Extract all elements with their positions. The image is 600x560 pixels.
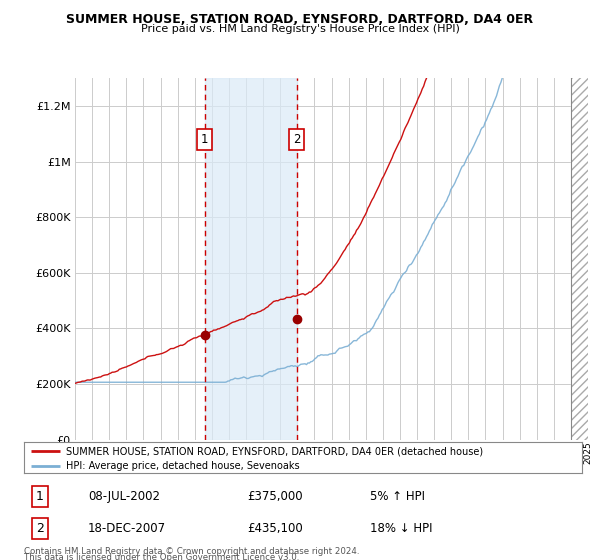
Text: 18-DEC-2007: 18-DEC-2007 [88,522,166,535]
Bar [571,78,588,440]
Text: 08-JUL-2002: 08-JUL-2002 [88,491,160,503]
Bar [205,78,296,440]
Text: This data is licensed under the Open Government Licence v3.0.: This data is licensed under the Open Gov… [24,553,299,560]
Text: HPI: Average price, detached house, Sevenoaks: HPI: Average price, detached house, Seve… [66,461,299,472]
Text: 5% ↑ HPI: 5% ↑ HPI [370,491,425,503]
Text: £375,000: £375,000 [247,491,303,503]
Text: Price paid vs. HM Land Registry's House Price Index (HPI): Price paid vs. HM Land Registry's House … [140,24,460,34]
Text: 18% ↓ HPI: 18% ↓ HPI [370,522,433,535]
Text: 2: 2 [35,522,44,535]
Text: SUMMER HOUSE, STATION ROAD, EYNSFORD, DARTFORD, DA4 0ER: SUMMER HOUSE, STATION ROAD, EYNSFORD, DA… [67,13,533,26]
Bar [571,78,588,440]
Text: Contains HM Land Registry data © Crown copyright and database right 2024.: Contains HM Land Registry data © Crown c… [24,547,359,556]
Text: £435,100: £435,100 [247,522,303,535]
Text: 2: 2 [293,133,301,146]
Text: 1: 1 [35,491,44,503]
Text: 1: 1 [201,133,208,146]
Text: SUMMER HOUSE, STATION ROAD, EYNSFORD, DARTFORD, DA4 0ER (detached house): SUMMER HOUSE, STATION ROAD, EYNSFORD, DA… [66,446,483,456]
